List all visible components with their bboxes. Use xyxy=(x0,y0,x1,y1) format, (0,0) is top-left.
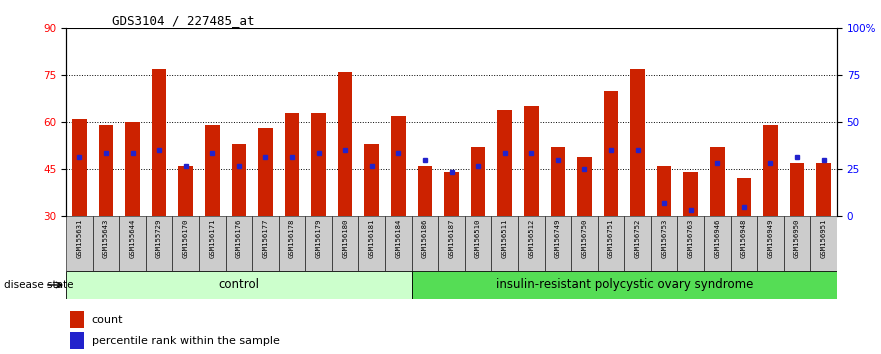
Bar xyxy=(544,216,571,271)
Bar xyxy=(603,91,618,216)
Bar xyxy=(677,216,704,271)
Bar xyxy=(119,216,146,271)
Bar xyxy=(551,147,565,216)
Text: GSM156753: GSM156753 xyxy=(661,218,667,257)
Bar xyxy=(359,216,385,271)
Bar xyxy=(657,166,671,216)
Bar xyxy=(205,125,219,216)
Bar xyxy=(811,216,837,271)
Bar xyxy=(737,178,751,216)
Text: insulin-resistant polycystic ovary syndrome: insulin-resistant polycystic ovary syndr… xyxy=(496,279,753,291)
Bar xyxy=(651,216,677,271)
Bar xyxy=(684,172,698,216)
Bar xyxy=(232,144,246,216)
Bar xyxy=(332,216,359,271)
Text: GSM156186: GSM156186 xyxy=(422,218,428,257)
Text: disease state: disease state xyxy=(4,280,74,290)
Bar xyxy=(470,147,485,216)
Bar xyxy=(492,216,518,271)
Bar xyxy=(178,166,193,216)
Bar xyxy=(173,216,199,271)
Bar xyxy=(152,69,167,216)
Bar xyxy=(444,172,459,216)
Text: GSM156177: GSM156177 xyxy=(263,218,269,257)
Bar xyxy=(571,216,597,271)
Bar xyxy=(70,332,84,349)
Bar xyxy=(789,163,804,216)
Bar xyxy=(625,216,651,271)
Bar xyxy=(311,113,326,216)
Text: GSM156946: GSM156946 xyxy=(714,218,721,257)
Bar xyxy=(146,216,173,271)
Text: GSM156750: GSM156750 xyxy=(581,218,588,257)
Bar xyxy=(784,216,811,271)
Bar xyxy=(99,125,114,216)
Bar xyxy=(630,69,645,216)
Text: GSM156949: GSM156949 xyxy=(767,218,774,257)
Bar xyxy=(438,216,465,271)
Text: GSM156948: GSM156948 xyxy=(741,218,747,257)
Text: GSM156510: GSM156510 xyxy=(475,218,481,257)
Text: count: count xyxy=(92,315,123,325)
Bar xyxy=(730,216,757,271)
Text: GSM156176: GSM156176 xyxy=(236,218,242,257)
Bar xyxy=(411,216,438,271)
Bar xyxy=(365,144,379,216)
Text: GSM156187: GSM156187 xyxy=(448,218,455,257)
Text: GSM156180: GSM156180 xyxy=(342,218,348,257)
Text: GSM156179: GSM156179 xyxy=(315,218,322,257)
Text: GSM156171: GSM156171 xyxy=(210,218,215,257)
Text: GSM156181: GSM156181 xyxy=(369,218,374,257)
Bar xyxy=(518,216,544,271)
Bar xyxy=(70,311,84,328)
Text: GSM156752: GSM156752 xyxy=(634,218,640,257)
Text: GSM155631: GSM155631 xyxy=(77,218,82,257)
Bar xyxy=(498,110,512,216)
Text: control: control xyxy=(218,279,259,291)
Bar xyxy=(125,122,140,216)
Bar xyxy=(710,147,725,216)
Bar xyxy=(391,116,405,216)
Bar xyxy=(385,216,411,271)
Bar xyxy=(411,271,837,299)
Bar xyxy=(93,216,119,271)
Bar xyxy=(418,166,433,216)
Text: GSM156951: GSM156951 xyxy=(821,218,826,257)
Text: GSM155729: GSM155729 xyxy=(156,218,162,257)
Bar xyxy=(704,216,730,271)
Bar xyxy=(199,216,226,271)
Bar xyxy=(226,216,252,271)
Bar xyxy=(258,129,273,216)
Text: GSM156950: GSM156950 xyxy=(794,218,800,257)
Bar xyxy=(66,271,411,299)
Bar xyxy=(597,216,625,271)
Bar xyxy=(524,107,538,216)
Text: GSM155643: GSM155643 xyxy=(103,218,109,257)
Bar xyxy=(757,216,784,271)
Bar xyxy=(763,125,778,216)
Text: GSM156184: GSM156184 xyxy=(396,218,402,257)
Text: GDS3104 / 227485_at: GDS3104 / 227485_at xyxy=(112,14,255,27)
Text: percentile rank within the sample: percentile rank within the sample xyxy=(92,336,279,346)
Bar xyxy=(252,216,278,271)
Text: GSM156512: GSM156512 xyxy=(529,218,534,257)
Text: GSM156511: GSM156511 xyxy=(501,218,507,257)
Bar xyxy=(278,216,306,271)
Bar xyxy=(72,119,86,216)
Bar xyxy=(66,216,93,271)
Text: GSM156170: GSM156170 xyxy=(182,218,189,257)
Bar xyxy=(577,156,592,216)
Text: GSM155644: GSM155644 xyxy=(130,218,136,257)
Bar xyxy=(817,163,831,216)
Bar xyxy=(465,216,492,271)
Bar xyxy=(306,216,332,271)
Bar xyxy=(338,72,352,216)
Text: GSM156749: GSM156749 xyxy=(555,218,561,257)
Text: GSM156178: GSM156178 xyxy=(289,218,295,257)
Text: GSM156763: GSM156763 xyxy=(688,218,693,257)
Bar xyxy=(285,113,300,216)
Text: GSM156751: GSM156751 xyxy=(608,218,614,257)
